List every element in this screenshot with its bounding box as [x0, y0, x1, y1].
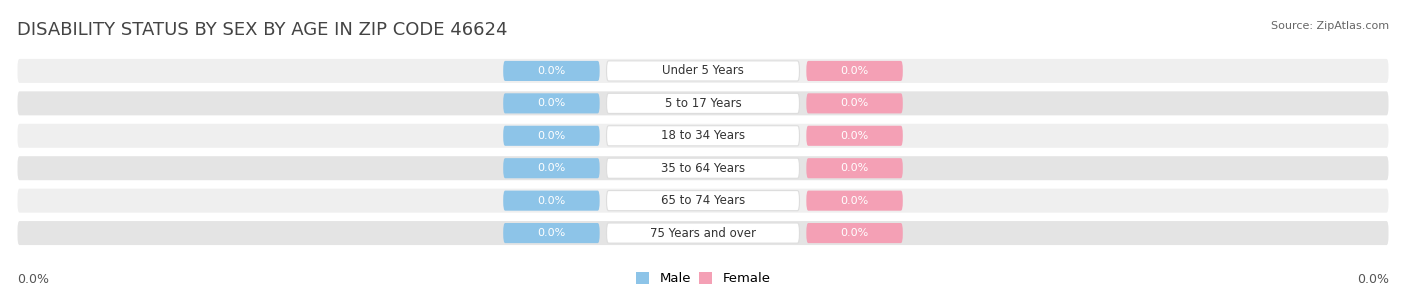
Text: 0.0%: 0.0% [841, 98, 869, 108]
Text: 0.0%: 0.0% [841, 131, 869, 141]
Text: 0.0%: 0.0% [537, 98, 565, 108]
FancyBboxPatch shape [807, 61, 903, 81]
FancyBboxPatch shape [606, 93, 800, 113]
Text: 0.0%: 0.0% [537, 196, 565, 206]
FancyBboxPatch shape [17, 189, 1389, 212]
Text: Source: ZipAtlas.com: Source: ZipAtlas.com [1271, 21, 1389, 31]
Text: 0.0%: 0.0% [841, 66, 869, 76]
Text: 0.0%: 0.0% [537, 228, 565, 238]
FancyBboxPatch shape [17, 59, 1389, 83]
Text: 35 to 64 Years: 35 to 64 Years [661, 162, 745, 175]
Text: 0.0%: 0.0% [1357, 273, 1389, 286]
FancyBboxPatch shape [17, 92, 1389, 115]
FancyBboxPatch shape [606, 158, 800, 178]
FancyBboxPatch shape [807, 93, 903, 113]
FancyBboxPatch shape [17, 124, 1389, 148]
FancyBboxPatch shape [17, 221, 1389, 245]
Text: DISABILITY STATUS BY SEX BY AGE IN ZIP CODE 46624: DISABILITY STATUS BY SEX BY AGE IN ZIP C… [17, 21, 508, 39]
Text: 65 to 74 Years: 65 to 74 Years [661, 194, 745, 207]
FancyBboxPatch shape [807, 191, 903, 211]
FancyBboxPatch shape [606, 191, 800, 211]
FancyBboxPatch shape [503, 223, 599, 243]
Text: 0.0%: 0.0% [841, 196, 869, 206]
FancyBboxPatch shape [17, 156, 1389, 180]
Text: 18 to 34 Years: 18 to 34 Years [661, 129, 745, 142]
Text: 0.0%: 0.0% [537, 66, 565, 76]
Text: 75 Years and over: 75 Years and over [650, 226, 756, 240]
FancyBboxPatch shape [606, 223, 800, 243]
Text: 0.0%: 0.0% [841, 228, 869, 238]
FancyBboxPatch shape [807, 158, 903, 178]
FancyBboxPatch shape [503, 158, 599, 178]
Legend: Male, Female: Male, Female [636, 272, 770, 285]
FancyBboxPatch shape [503, 61, 599, 81]
FancyBboxPatch shape [807, 223, 903, 243]
FancyBboxPatch shape [606, 61, 800, 81]
Text: 0.0%: 0.0% [17, 273, 49, 286]
Text: 5 to 17 Years: 5 to 17 Years [665, 97, 741, 110]
Text: 0.0%: 0.0% [841, 163, 869, 173]
FancyBboxPatch shape [807, 126, 903, 146]
Text: 0.0%: 0.0% [537, 131, 565, 141]
FancyBboxPatch shape [606, 126, 800, 146]
Text: Under 5 Years: Under 5 Years [662, 64, 744, 78]
Text: 0.0%: 0.0% [537, 163, 565, 173]
FancyBboxPatch shape [503, 126, 599, 146]
FancyBboxPatch shape [503, 191, 599, 211]
FancyBboxPatch shape [503, 93, 599, 113]
